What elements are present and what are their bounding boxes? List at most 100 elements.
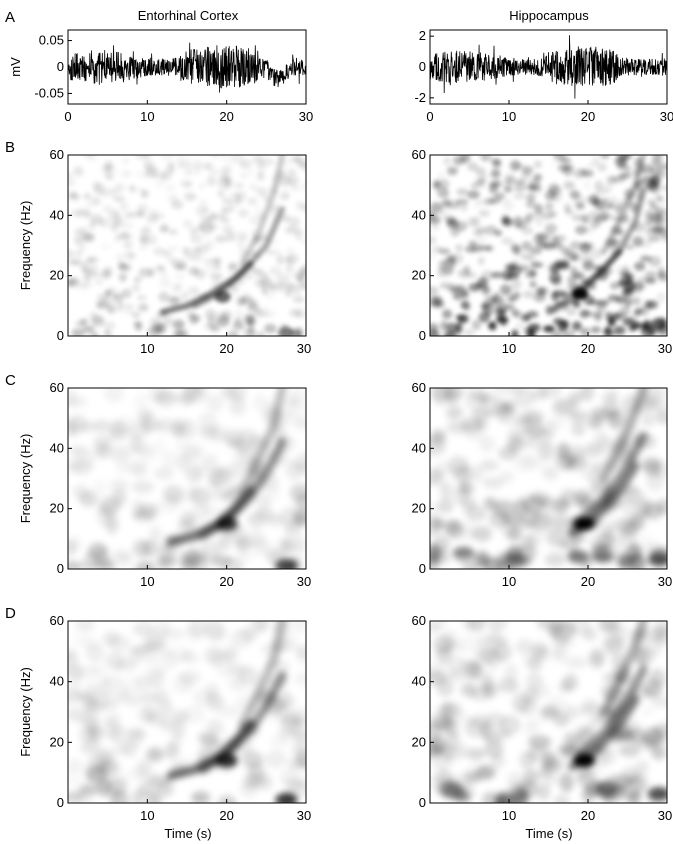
x-tick-label: 20 (581, 574, 595, 589)
y-tick-label: 60 (412, 613, 426, 628)
y-tick-label: 20 (50, 501, 64, 516)
spectrogram-panel: 0 20 40 60 10 20 30 Frequency (Hz) (18, 147, 311, 356)
y-tick-label: 40 (50, 440, 64, 455)
power-hotspot (573, 516, 596, 531)
chirp-ridge (600, 155, 647, 255)
x-tick-label: 10 (140, 574, 154, 589)
y-tick-label: 40 (412, 674, 426, 689)
y-tick-label: 0 (419, 795, 426, 810)
spectrogram-panel: 0 20 40 60 10 20 30 Frequency (Hz) (18, 613, 311, 823)
y-tick-label: 0 (57, 59, 64, 74)
power-hotspot (572, 287, 589, 300)
spectrogram-panel: 0 20 40 60 10 20 30 Frequency (Hz) (18, 380, 311, 589)
y-tick-label: 20 (50, 734, 64, 749)
power-hotspot (214, 290, 231, 303)
spectrogram-panel: 0 20 40 60 10 20 30 (412, 613, 673, 823)
chirp-ridge (238, 388, 287, 496)
spectrogram-image (430, 388, 667, 569)
chirp-ridge (239, 155, 286, 267)
y-tick-label: 60 (50, 147, 64, 162)
spectrogram-image (430, 621, 667, 803)
axes-box (429, 387, 668, 570)
x-tick-label: 0 (426, 109, 433, 124)
y-tick-label: 0 (57, 795, 64, 810)
power-hotspot (573, 753, 596, 768)
chirp-ridge (569, 188, 647, 297)
x-tick-label: 30 (658, 574, 672, 589)
y-tick-label: 0 (419, 328, 426, 343)
y-tick-label: 0.05 (39, 33, 64, 48)
y-tick-label: 2 (419, 28, 426, 43)
lfp-trace-line (429, 35, 668, 99)
x-tick-label: 10 (502, 109, 516, 124)
column-title-hippocampus: Hippocampus (509, 8, 589, 23)
lfp-trace-line (67, 42, 307, 93)
chirp-ridge (191, 206, 286, 309)
y-tick-label: 60 (412, 147, 426, 162)
x-tick-label: 20 (219, 808, 233, 823)
y-tick-label: 40 (50, 207, 64, 222)
power-hotspot (275, 792, 298, 803)
y-tick-label: 20 (50, 268, 64, 283)
x-tick-label: 10 (140, 109, 154, 124)
y-tick-label: 20 (412, 268, 426, 283)
spectrogram-image (430, 155, 667, 336)
y-tick-label: 40 (412, 207, 426, 222)
axes-box (429, 154, 668, 337)
x-tick-label: 10 (140, 341, 154, 356)
chirp-ridge (238, 621, 287, 729)
x-tick-label: 30 (660, 109, 673, 124)
y-tick-label: -2 (414, 90, 426, 105)
y-axis-label: Frequency (Hz) (18, 667, 33, 757)
axes-box (67, 620, 307, 804)
y-tick-label: 20 (412, 734, 426, 749)
x-axis-label-left: Time (s) (164, 826, 211, 841)
axes-box (67, 154, 307, 337)
column-title-entorhinal: Entorhinal Cortex (138, 8, 239, 23)
power-hotspot (648, 786, 667, 801)
y-tick-label: -0.05 (34, 85, 64, 100)
panel-letter-b: B (5, 139, 15, 156)
x-tick-label: 20 (219, 341, 233, 356)
x-tick-label: 30 (658, 341, 672, 356)
y-tick-label: 20 (412, 501, 426, 516)
y-tick-label: 0 (57, 328, 64, 343)
y-tick-label: 0 (57, 561, 64, 576)
y-tick-label: 0 (419, 561, 426, 576)
power-hotspot (215, 753, 238, 768)
power-hotspot (215, 516, 238, 531)
x-tick-label: 10 (502, 341, 516, 356)
x-tick-label: 20 (581, 109, 595, 124)
spectrogram-image (68, 621, 306, 803)
power-hotspot (278, 326, 295, 336)
axes-box (67, 387, 307, 570)
x-tick-label: 10 (502, 574, 516, 589)
y-tick-label: 40 (50, 674, 64, 689)
x-tick-label: 20 (219, 574, 233, 589)
chirp-ridge (575, 665, 648, 759)
axes-box (429, 620, 668, 804)
x-tick-label: 30 (299, 109, 313, 124)
chirp-ridge (599, 388, 648, 483)
power-hotspot (648, 552, 667, 567)
spectrogram-image (68, 388, 306, 569)
spectrogram-panel: 0 20 40 60 10 20 30 (412, 380, 673, 589)
y-tick-label: 60 (412, 380, 426, 395)
y-tick-label: 60 (50, 380, 64, 395)
x-tick-label: 30 (297, 341, 311, 356)
x-axis-label-right: Time (s) (525, 826, 572, 841)
x-tick-label: 10 (140, 808, 154, 823)
panel-letter-d: D (5, 605, 16, 622)
power-hotspot (651, 317, 667, 330)
y-axis-label: Frequency (Hz) (18, 201, 33, 291)
x-tick-label: 30 (297, 808, 311, 823)
y-axis-label: mV (8, 57, 23, 77)
y-tick-label: 0 (419, 59, 426, 74)
spectrogram-image (68, 155, 306, 336)
panel-letter-a: A (5, 9, 15, 26)
y-tick-label: 40 (412, 440, 426, 455)
x-tick-label: 20 (219, 109, 233, 124)
spectrogram-panel: 0 20 40 60 10 20 30 (412, 147, 673, 356)
